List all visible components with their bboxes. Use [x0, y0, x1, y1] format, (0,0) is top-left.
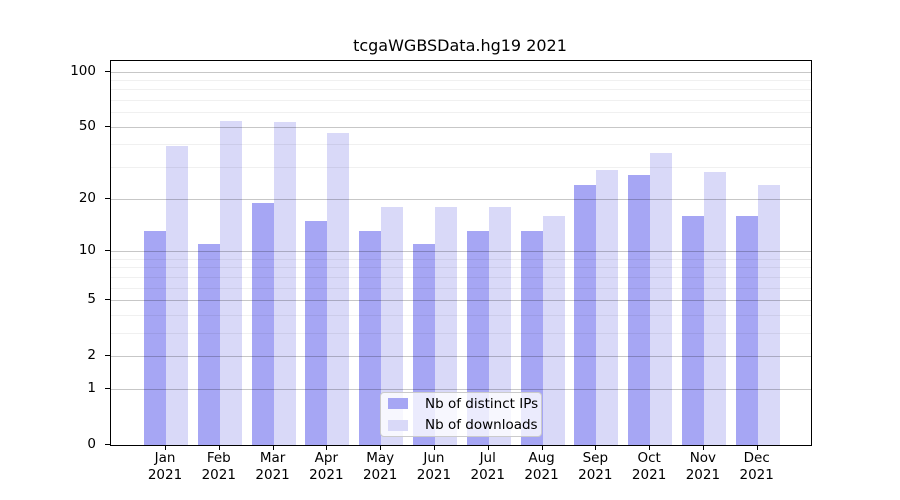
x-tick-mark — [218, 445, 220, 450]
x-tick-mark — [326, 445, 328, 450]
x-tick-mark — [433, 445, 435, 450]
gridline-minor — [111, 100, 811, 102]
legend-swatch-distinct-ips — [388, 398, 408, 410]
bar-downloads — [219, 120, 242, 445]
y-tick-label: 5 — [87, 290, 96, 307]
bar-downloads — [703, 172, 726, 445]
y-tick-mark — [105, 249, 110, 251]
bar-distinct-ips — [681, 215, 704, 445]
gridline-minor — [111, 144, 811, 146]
bar-distinct-ips — [197, 243, 220, 445]
gridline-minor — [111, 332, 811, 334]
x-tick-label: Feb 2021 — [201, 450, 236, 483]
x-tick-mark — [165, 445, 166, 450]
bar-downloads — [327, 133, 350, 445]
x-tick-label: Jun 2021 — [416, 450, 452, 483]
y-tick-mark — [105, 387, 110, 389]
gridline-minor — [111, 314, 811, 316]
bar-distinct-ips — [466, 231, 489, 445]
x-tick-label: Mar 2021 — [255, 450, 290, 483]
chart-title: tcgaWGBSData.hg19 2021 — [353, 36, 567, 55]
y-tick-label: 1 — [87, 379, 96, 396]
x-tick-mark — [702, 445, 704, 450]
gridline-major — [111, 250, 811, 252]
x-tick-mark — [272, 445, 274, 450]
x-tick-mark — [380, 445, 382, 450]
x-tick-label: Aug 2021 — [524, 450, 559, 483]
bar-downloads — [488, 206, 511, 445]
bar-distinct-ips — [251, 202, 274, 445]
gridline-major — [111, 71, 811, 73]
gridline-major — [111, 299, 811, 301]
x-tick-mark — [595, 445, 597, 450]
legend-label-distinct-ips: Nb of distinct IPs — [425, 395, 539, 412]
x-tick-mark — [756, 445, 758, 450]
gridline-minor — [111, 276, 811, 278]
x-tick-label: May 2021 — [362, 450, 398, 483]
y-tick-mark — [105, 125, 110, 127]
y-tick-label: 50 — [78, 117, 96, 134]
x-tick-mark — [541, 445, 543, 450]
legend-item-distinct-ips: Nb of distinct IPs — [388, 393, 541, 415]
plot-area — [110, 60, 812, 446]
y-tick-mark — [105, 355, 110, 357]
bar-distinct-ips — [359, 231, 382, 445]
gridline-major — [111, 126, 811, 128]
gridline-minor — [111, 112, 811, 114]
y-tick-mark — [105, 298, 110, 300]
legend-item-downloads: Nb of downloads — [388, 415, 541, 437]
x-tick-label: Jul 2021 — [470, 450, 505, 483]
gridline-minor — [111, 167, 811, 169]
legend: Nb of distinct IPs Nb of downloads — [380, 392, 542, 437]
x-tick-label: Oct 2021 — [631, 450, 667, 483]
bar-downloads — [273, 122, 296, 445]
x-tick-label: Sep 2021 — [578, 450, 613, 483]
gridline-major — [111, 198, 811, 200]
bar-downloads — [166, 146, 188, 445]
bar-distinct-ips — [520, 231, 543, 445]
y-tick-label: 10 — [78, 241, 96, 258]
gridline-minor — [111, 79, 811, 81]
legend-swatch-downloads — [388, 419, 408, 431]
x-tick-label: Nov 2021 — [685, 450, 721, 483]
bar-distinct-ips — [735, 215, 758, 445]
bar-distinct-ips — [305, 220, 328, 445]
gridline-minor — [111, 267, 811, 269]
x-tick-label: Apr 2021 — [309, 450, 344, 483]
bar-distinct-ips — [144, 231, 166, 445]
gridline-major — [111, 388, 811, 390]
x-tick-mark — [649, 445, 651, 450]
bar-downloads — [434, 206, 457, 445]
x-tick-mark — [487, 445, 489, 450]
bar-downloads — [596, 169, 619, 445]
bar-downloads — [542, 215, 565, 445]
gridline-minor — [111, 89, 811, 91]
gridline-major — [111, 356, 811, 358]
x-tick-label: Jan 2021 — [147, 450, 183, 483]
y-tick-label: 2 — [87, 347, 96, 364]
bar-distinct-ips — [574, 184, 597, 445]
legend-label-downloads: Nb of downloads — [425, 417, 538, 434]
gridline-minor — [111, 258, 811, 260]
y-tick-label: 0 — [87, 436, 96, 452]
y-tick-label: 20 — [78, 189, 96, 206]
y-tick-mark — [105, 70, 110, 72]
x-tick-label: Dec 2021 — [739, 450, 774, 483]
bar-distinct-ips — [628, 175, 651, 445]
y-tick-mark — [105, 197, 110, 199]
y-tick-mark — [105, 444, 110, 445]
y-tick-label: 100 — [70, 62, 96, 79]
bar-downloads — [650, 152, 673, 445]
gridline-minor — [111, 287, 811, 289]
bar-downloads — [757, 184, 780, 445]
bar-downloads — [381, 206, 404, 445]
